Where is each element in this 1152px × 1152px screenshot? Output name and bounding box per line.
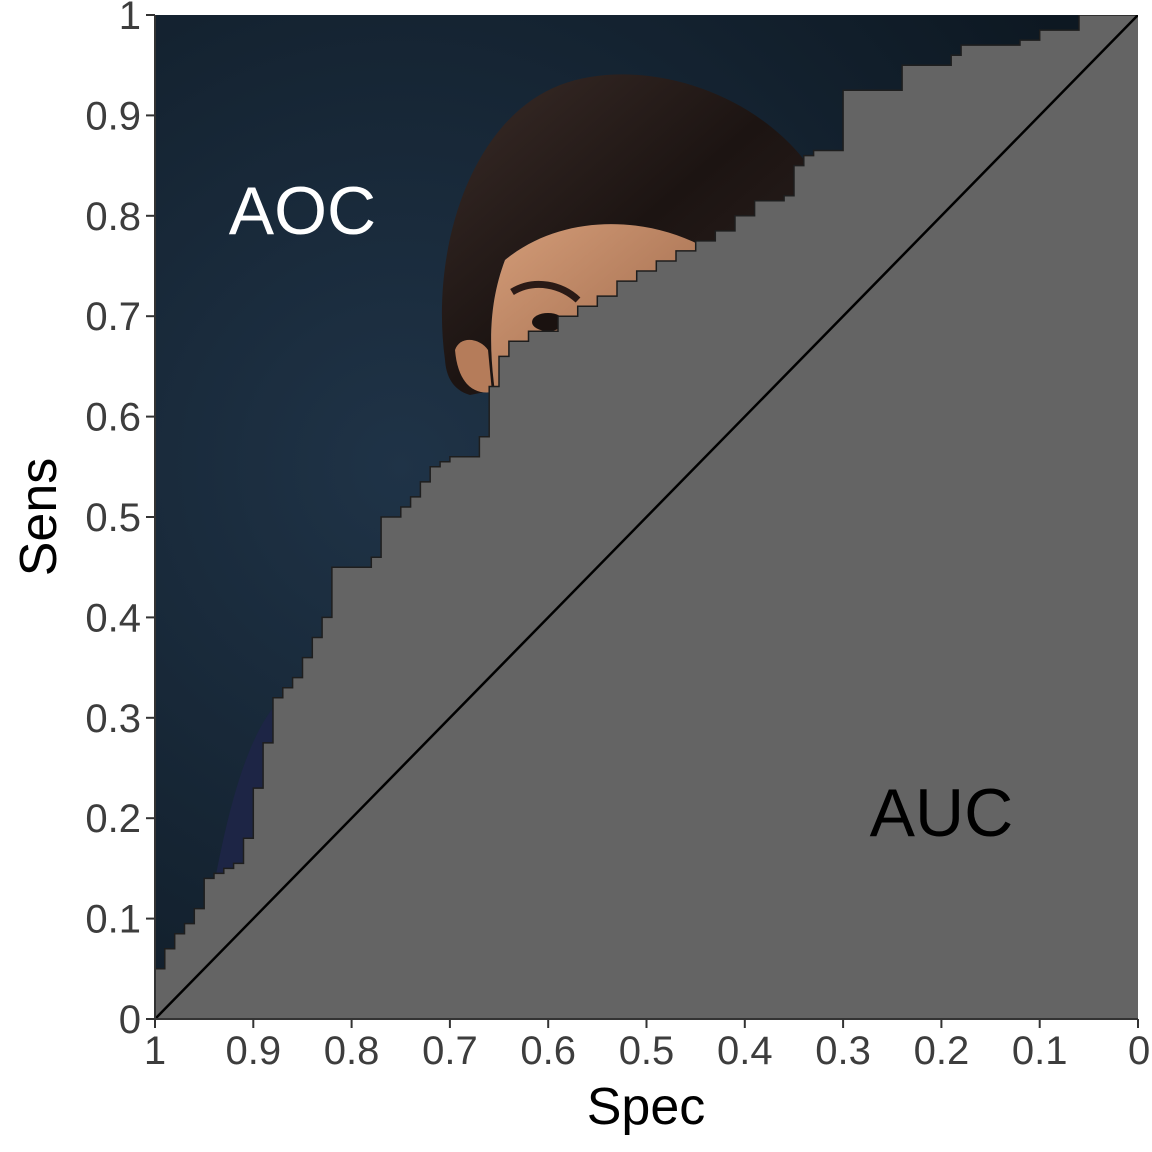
x-tick-label: 1 xyxy=(144,1029,166,1073)
portrait-eye xyxy=(532,313,564,331)
annotation-aoc: AOC xyxy=(229,173,376,249)
y-tick-label: 0.8 xyxy=(85,195,141,239)
y-tick-label: 1 xyxy=(119,0,141,38)
y-axis-title: Sens xyxy=(10,458,68,577)
y-tick-label: 0.6 xyxy=(85,396,141,440)
y-tick-label: 0.1 xyxy=(85,898,141,942)
x-tick-label: 0.3 xyxy=(815,1029,871,1073)
x-tick-label: 0.8 xyxy=(324,1029,380,1073)
y-tick-label: 0.7 xyxy=(85,295,141,339)
y-ticks: 0 0.1 0.2 0.3 0.4 0.5 0.6 0.7 0.8 0.9 1 xyxy=(85,0,155,1042)
x-tick-label: 0.4 xyxy=(717,1029,773,1073)
y-tick-label: 0.5 xyxy=(85,496,141,540)
y-tick-label: 0 xyxy=(119,998,141,1042)
x-tick-label: 0 xyxy=(1128,1029,1150,1073)
x-tick-label: 0.9 xyxy=(225,1029,281,1073)
reference-diagonal-line xyxy=(155,15,1138,1019)
annotation-auc: AUC xyxy=(870,775,1014,851)
x-tick-label: 0.6 xyxy=(520,1029,576,1073)
x-tick-label: 0.2 xyxy=(914,1029,970,1073)
portrait-eyebrow xyxy=(510,281,581,303)
portrait-hair xyxy=(441,74,815,395)
x-tick-label: 0.7 xyxy=(422,1029,478,1073)
y-tick-label: 0.4 xyxy=(85,596,141,640)
x-tick-label: 0.5 xyxy=(619,1029,675,1073)
portrait-ear xyxy=(455,339,492,393)
x-axis-title: Spec xyxy=(587,1078,706,1136)
roc-curve-line xyxy=(155,15,1138,970)
y-tick-label: 0.3 xyxy=(85,697,141,741)
x-ticks: 1 0.9 0.8 0.7 0.6 0.5 0.4 0.3 0.2 0.1 0 xyxy=(144,1019,1150,1073)
annotations: AOC AUC xyxy=(229,173,1013,851)
y-tick-label: 0.9 xyxy=(85,94,141,138)
y-tick-label: 0.2 xyxy=(85,797,141,841)
x-tick-label: 0.1 xyxy=(1012,1029,1068,1073)
